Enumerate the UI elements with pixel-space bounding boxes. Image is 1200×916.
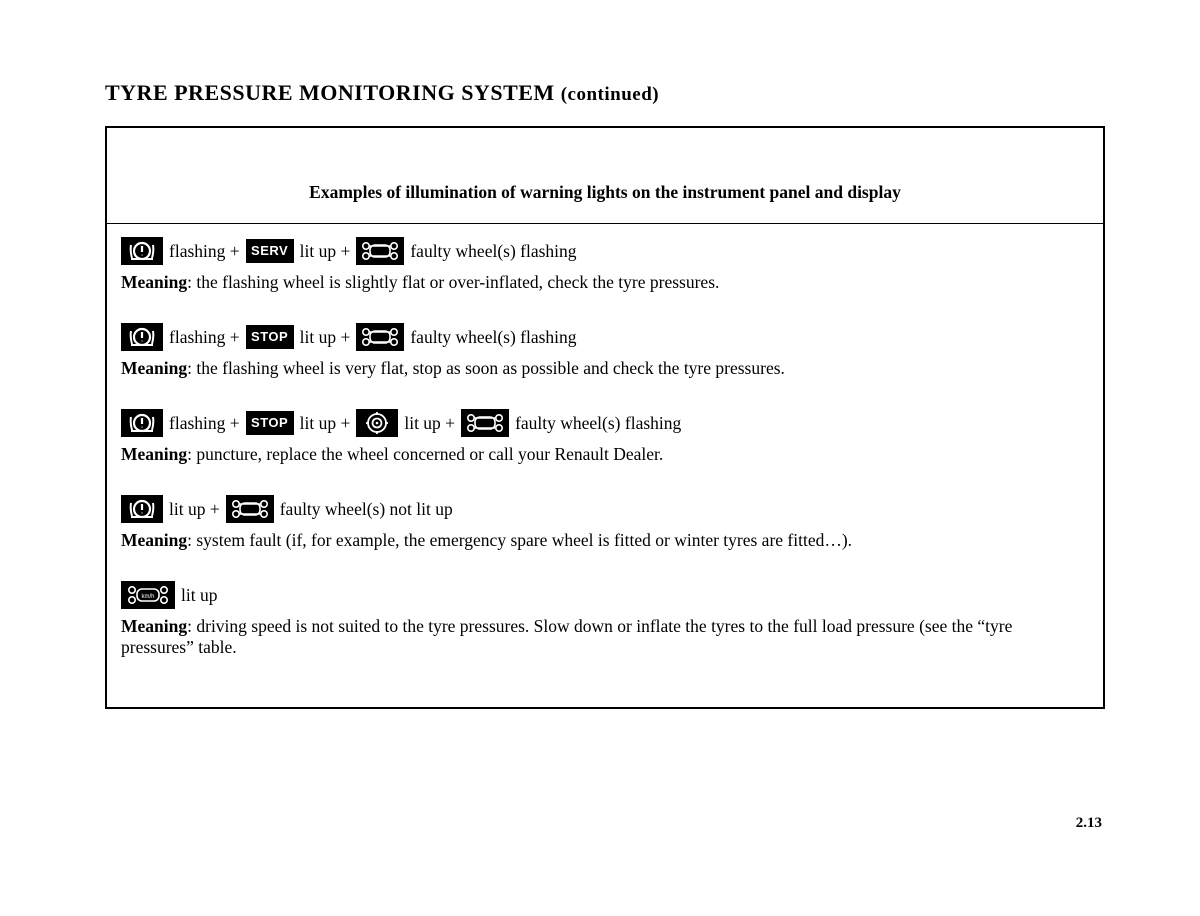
text-lit-up: lit up: [181, 580, 217, 610]
meaning-text: : the flashing wheel is slightly flat or…: [187, 272, 719, 292]
title-main: TYRE PRESSURE MONITORING SYSTEM: [105, 80, 561, 105]
entry-2-meaning: Meaning: the flashing wheel is very flat…: [121, 358, 1089, 380]
tpms-warning-icon: [121, 409, 163, 437]
entry-4-icons: lit up + faulty wheel(s) not lit up: [121, 494, 1089, 524]
entry-5-icons: km/h lit up: [121, 580, 1089, 610]
content-box: Examples of illumination of warning ligh…: [105, 126, 1105, 709]
car-speed-icon: km/h: [121, 581, 175, 609]
box-header: Examples of illumination of warning ligh…: [107, 128, 1103, 224]
meaning-label: Meaning: [121, 530, 187, 550]
text-lit-up-plus: lit up +: [169, 494, 220, 524]
meaning-label: Meaning: [121, 444, 187, 464]
meaning-label: Meaning: [121, 272, 187, 292]
entry-1-meaning: Meaning: the flashing wheel is slightly …: [121, 272, 1089, 294]
text-lit-up-plus: lit up +: [404, 408, 455, 438]
svg-text:km/h: km/h: [141, 594, 154, 600]
meaning-text: : puncture, replace the wheel concerned …: [187, 444, 663, 464]
text-faulty-flashing: faulty wheel(s) flashing: [410, 236, 576, 266]
meaning-text: : driving speed is not suited to the tyr…: [121, 616, 1012, 658]
entry-1: flashing + SERV lit up + faulty wheel(s)…: [121, 236, 1089, 294]
page-title: TYRE PRESSURE MONITORING SYSTEM (continu…: [105, 80, 1105, 106]
text-lit-up-plus: lit up +: [300, 408, 351, 438]
entry-2: flashing + STOP lit up + faulty wheel(s)…: [121, 322, 1089, 380]
tpms-warning-icon: [121, 495, 163, 523]
text-lit-up-plus: lit up +: [300, 322, 351, 352]
entry-4-meaning: Meaning: system fault (if, for example, …: [121, 530, 1089, 552]
meaning-label: Meaning: [121, 616, 187, 636]
car-wheels-icon: [356, 237, 404, 265]
car-wheels-icon: [461, 409, 509, 437]
page-number: 2.13: [1076, 815, 1102, 832]
entry-4: lit up + faulty wheel(s) not lit up Mean…: [121, 494, 1089, 552]
car-wheels-icon: [226, 495, 274, 523]
tpms-warning-icon: [121, 323, 163, 351]
text-flashing-plus: flashing +: [169, 322, 240, 352]
entry-1-icons: flashing + SERV lit up + faulty wheel(s)…: [121, 236, 1089, 266]
tpms-warning-icon: [121, 237, 163, 265]
entry-3-icons: flashing + STOP lit up + lit up + faulty…: [121, 408, 1089, 438]
serv-icon: SERV: [246, 239, 294, 263]
stop-icon: STOP: [246, 325, 294, 349]
text-lit-up-plus: lit up +: [300, 236, 351, 266]
meaning-text: : the flashing wheel is very flat, stop …: [187, 358, 785, 378]
meaning-text: : system fault (if, for example, the eme…: [187, 530, 852, 550]
title-continued: (continued): [561, 84, 659, 105]
meaning-label: Meaning: [121, 358, 187, 378]
entry-3: flashing + STOP lit up + lit up + faulty…: [121, 408, 1089, 466]
car-wheels-icon: [356, 323, 404, 351]
entry-5: km/h lit up Meaning: driving speed is no…: [121, 580, 1089, 660]
entry-2-icons: flashing + STOP lit up + faulty wheel(s)…: [121, 322, 1089, 352]
text-flashing-plus: flashing +: [169, 408, 240, 438]
text-faulty-flashing: faulty wheel(s) flashing: [515, 408, 681, 438]
text-faulty-not-lit: faulty wheel(s) not lit up: [280, 494, 453, 524]
entry-3-meaning: Meaning: puncture, replace the wheel con…: [121, 444, 1089, 466]
stop-icon: STOP: [246, 411, 294, 435]
text-faulty-flashing: faulty wheel(s) flashing: [410, 322, 576, 352]
text-flashing-plus: flashing +: [169, 236, 240, 266]
puncture-icon: [356, 409, 398, 437]
entry-5-meaning: Meaning: driving speed is not suited to …: [121, 616, 1089, 660]
box-body: flashing + SERV lit up + faulty wheel(s)…: [107, 224, 1103, 707]
